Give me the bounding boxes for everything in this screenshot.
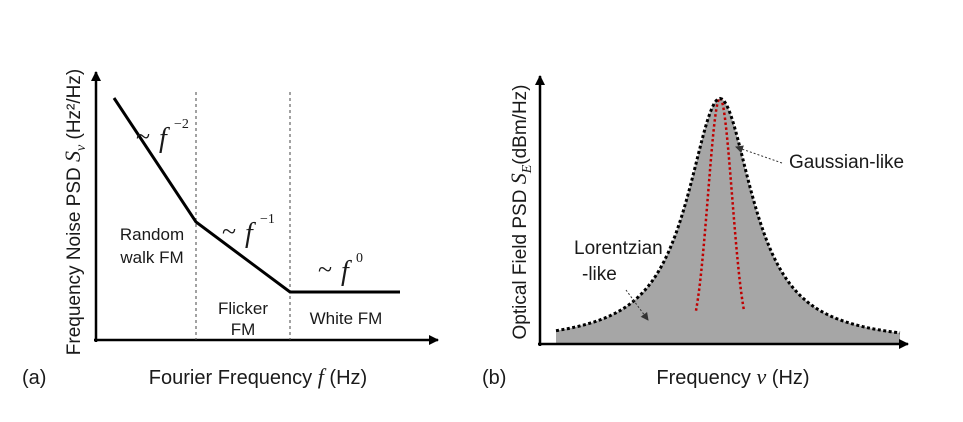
panel-a-x-axis-label: Fourier Frequency f (Hz) bbox=[149, 364, 367, 389]
panel-b-tag: (b) bbox=[482, 367, 506, 389]
panel-a-y-axis-label: Frequency Noise PSD Sν (Hz²/Hz) bbox=[60, 69, 89, 355]
svg-text:f: f bbox=[245, 218, 256, 249]
svg-text:0: 0 bbox=[356, 251, 363, 266]
slope-random-walk: ~ f −2 bbox=[136, 117, 189, 154]
lorentzian-curve bbox=[555, 96, 901, 335]
region-random-walk-label: Random bbox=[120, 225, 184, 244]
svg-text:~: ~ bbox=[318, 255, 332, 284]
panel-a: ~ f −2 ~ f −1 ~ f 0 Random walk FM Flick… bbox=[22, 69, 439, 389]
gaussian-pointer bbox=[735, 145, 783, 164]
region-random-walk-label-2: walk FM bbox=[119, 248, 183, 267]
region-flicker-label-2: FM bbox=[231, 320, 256, 339]
svg-text:−1: −1 bbox=[260, 212, 275, 227]
panel-b: Gaussian-like Lorentzian -like Frequency… bbox=[482, 75, 909, 389]
svg-text:f: f bbox=[341, 256, 352, 287]
slope-white: ~ f 0 bbox=[318, 251, 363, 287]
lorentzian-label-2: -like bbox=[582, 264, 617, 285]
svg-text:~: ~ bbox=[222, 217, 236, 246]
lorentzian-label: Lorentzian bbox=[574, 238, 663, 259]
slope-flicker: ~ f −1 bbox=[222, 212, 275, 249]
svg-text:f: f bbox=[159, 123, 170, 154]
panel-b-x-axis-label: Frequency ν (Hz) bbox=[656, 364, 809, 389]
frequency-noise-psd-curve bbox=[112, 97, 400, 294]
panel-a-tag: (a) bbox=[22, 367, 46, 389]
region-white-label: White FM bbox=[310, 309, 383, 328]
lorentzian-fill-area bbox=[556, 98, 900, 344]
gaussian-curve bbox=[694, 96, 746, 311]
gaussian-label: Gaussian-like bbox=[789, 152, 904, 173]
region-flicker-label: Flicker bbox=[218, 299, 268, 318]
panel-b-y-axis-label: Optical Field PSD SE(dBm/Hz) bbox=[506, 84, 535, 339]
svg-text:~: ~ bbox=[136, 122, 150, 151]
svg-text:−2: −2 bbox=[174, 117, 189, 132]
